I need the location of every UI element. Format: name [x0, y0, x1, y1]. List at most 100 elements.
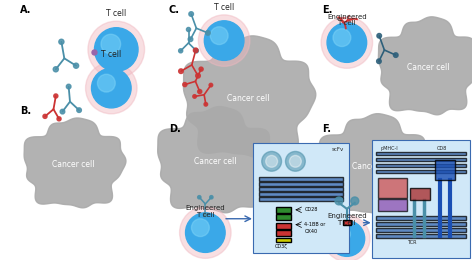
- Text: Cancer cell: Cancer cell: [227, 94, 269, 103]
- FancyBboxPatch shape: [343, 220, 351, 225]
- Circle shape: [262, 151, 282, 171]
- Circle shape: [329, 221, 365, 256]
- FancyBboxPatch shape: [410, 188, 430, 200]
- Text: 4-1BB or: 4-1BB or: [304, 222, 326, 227]
- Text: T cell: T cell: [337, 20, 356, 26]
- Circle shape: [188, 37, 193, 41]
- FancyBboxPatch shape: [259, 197, 343, 201]
- Polygon shape: [24, 118, 126, 208]
- Circle shape: [290, 155, 301, 167]
- FancyBboxPatch shape: [275, 207, 292, 213]
- Circle shape: [98, 74, 115, 92]
- Text: T cell: T cell: [101, 50, 121, 60]
- Circle shape: [324, 215, 370, 261]
- Text: Engineered: Engineered: [327, 213, 367, 219]
- Circle shape: [179, 49, 182, 53]
- FancyBboxPatch shape: [377, 178, 407, 198]
- Circle shape: [210, 27, 228, 45]
- Text: T cell: T cell: [337, 220, 356, 226]
- FancyBboxPatch shape: [375, 228, 465, 232]
- Circle shape: [189, 12, 193, 16]
- Circle shape: [196, 73, 201, 78]
- Circle shape: [193, 95, 196, 98]
- Text: C.: C.: [169, 5, 180, 15]
- FancyBboxPatch shape: [375, 158, 465, 161]
- FancyBboxPatch shape: [259, 177, 343, 181]
- Text: T cell: T cell: [106, 9, 127, 18]
- Text: Cancer cell: Cancer cell: [352, 162, 395, 171]
- Circle shape: [204, 21, 244, 60]
- Circle shape: [43, 114, 47, 118]
- FancyBboxPatch shape: [375, 152, 465, 155]
- Circle shape: [59, 39, 64, 44]
- Text: T cell: T cell: [196, 212, 215, 218]
- Text: CD28: CD28: [304, 207, 318, 212]
- Circle shape: [204, 213, 207, 217]
- Circle shape: [204, 103, 208, 106]
- Circle shape: [199, 67, 203, 71]
- Text: F.: F.: [322, 124, 331, 134]
- Circle shape: [198, 195, 201, 199]
- Text: Cancer cell: Cancer cell: [194, 157, 237, 166]
- FancyBboxPatch shape: [259, 192, 343, 196]
- Polygon shape: [378, 17, 474, 115]
- Circle shape: [179, 69, 183, 74]
- Circle shape: [180, 207, 231, 258]
- Circle shape: [92, 50, 97, 55]
- Circle shape: [321, 17, 373, 68]
- Text: TCR: TCR: [407, 240, 417, 245]
- Circle shape: [393, 53, 398, 57]
- Circle shape: [335, 197, 343, 205]
- FancyBboxPatch shape: [377, 199, 407, 211]
- Circle shape: [377, 33, 382, 38]
- Circle shape: [77, 108, 82, 112]
- Circle shape: [183, 82, 187, 87]
- Circle shape: [194, 49, 199, 53]
- FancyBboxPatch shape: [375, 216, 465, 220]
- Circle shape: [191, 219, 210, 236]
- Circle shape: [210, 195, 213, 199]
- Circle shape: [199, 15, 250, 66]
- Circle shape: [60, 109, 65, 114]
- Text: A.: A.: [20, 5, 32, 15]
- Circle shape: [53, 67, 58, 72]
- Circle shape: [266, 155, 278, 167]
- FancyBboxPatch shape: [259, 182, 343, 186]
- FancyBboxPatch shape: [259, 187, 343, 191]
- Circle shape: [193, 48, 198, 53]
- Circle shape: [86, 62, 137, 114]
- FancyBboxPatch shape: [275, 230, 292, 236]
- FancyBboxPatch shape: [375, 222, 465, 226]
- Circle shape: [206, 31, 210, 35]
- Circle shape: [73, 63, 79, 68]
- Text: Cancer cell: Cancer cell: [407, 63, 449, 72]
- Circle shape: [351, 197, 359, 205]
- Text: E.: E.: [322, 5, 332, 15]
- FancyBboxPatch shape: [275, 238, 292, 242]
- Text: scFv: scFv: [332, 147, 344, 152]
- Text: Engineered: Engineered: [327, 14, 367, 20]
- Polygon shape: [158, 107, 276, 213]
- FancyBboxPatch shape: [253, 143, 349, 253]
- Text: CD3ζ: CD3ζ: [275, 244, 288, 250]
- Text: CD8: CD8: [437, 146, 447, 151]
- Text: D.: D.: [169, 124, 181, 134]
- Polygon shape: [183, 36, 316, 158]
- Text: pMHC-I: pMHC-I: [381, 146, 398, 151]
- Polygon shape: [319, 114, 431, 216]
- Text: B.: B.: [20, 106, 31, 116]
- Circle shape: [91, 68, 131, 108]
- Text: Cancer cell: Cancer cell: [53, 160, 95, 169]
- FancyBboxPatch shape: [375, 234, 465, 238]
- Circle shape: [185, 213, 225, 252]
- Circle shape: [88, 21, 145, 78]
- FancyBboxPatch shape: [275, 223, 292, 229]
- Circle shape: [334, 226, 350, 242]
- Text: Engineered: Engineered: [185, 205, 225, 211]
- FancyBboxPatch shape: [375, 170, 465, 173]
- FancyBboxPatch shape: [435, 160, 455, 180]
- Circle shape: [198, 90, 202, 94]
- Circle shape: [333, 29, 351, 46]
- Circle shape: [209, 83, 213, 87]
- Circle shape: [66, 84, 71, 89]
